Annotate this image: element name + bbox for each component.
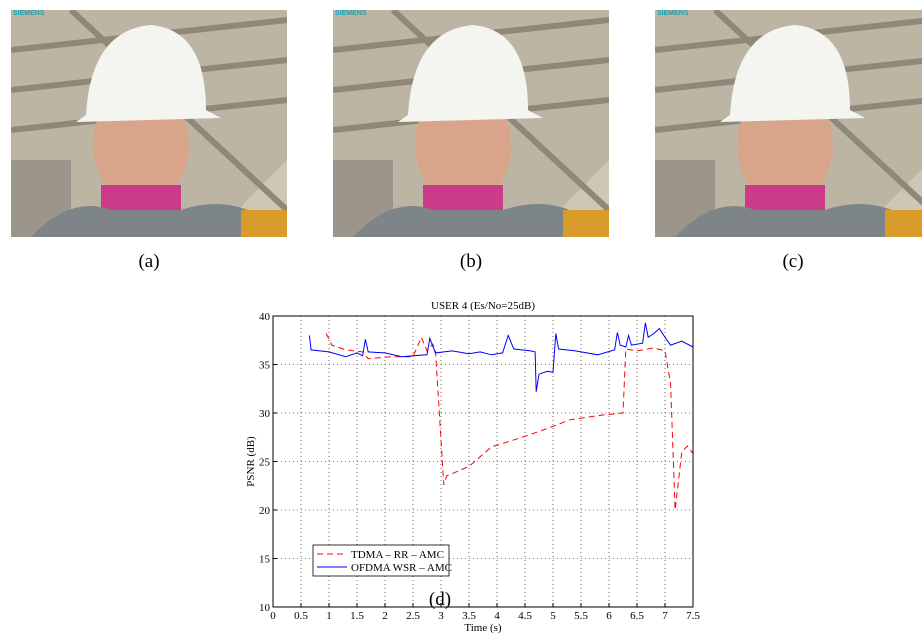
y-tick-label: 25 bbox=[259, 457, 271, 469]
y-tick-label: 20 bbox=[259, 505, 271, 517]
chart: 0 0.5 1 1.5 2 2.5 3 3.5 4 4.5 5 5.5 6 6.5 7 7.5 10 15 20 25… bbox=[245, 300, 700, 634]
x-tick-label: 3.5 bbox=[462, 610, 476, 622]
chart-caption: (d) bbox=[429, 589, 451, 610]
photo: SIEMENS bbox=[11, 10, 287, 237]
photo-image: SIEMENS bbox=[655, 10, 922, 237]
photo-caption: (a) bbox=[138, 251, 159, 272]
photo-row: SIEMENS (a) SIEMENS (b) SIEMENS (c) bbox=[11, 10, 922, 272]
photo: SIEMENS bbox=[655, 10, 922, 237]
x-tick-label: 1.5 bbox=[350, 610, 364, 622]
x-axis-label: Time (s) bbox=[464, 622, 502, 634]
photo-image: SIEMENS bbox=[11, 10, 287, 237]
photo-logo: SIEMENS bbox=[657, 10, 689, 17]
photo-caption: (c) bbox=[782, 251, 803, 272]
legend-box bbox=[312, 544, 450, 577]
photo-content bbox=[333, 10, 609, 237]
plot-frame bbox=[272, 315, 694, 608]
y-tick-label: 40 bbox=[259, 311, 271, 323]
x-tick-label: 4 bbox=[494, 610, 500, 622]
x-tick-label: 2 bbox=[382, 610, 388, 622]
photo-content bbox=[655, 10, 922, 237]
x-tick-label: 7 bbox=[662, 610, 668, 622]
x-tick-label: 7.5 bbox=[686, 610, 700, 622]
y-tick-label: 35 bbox=[259, 360, 271, 372]
x-tick-label: 6 bbox=[606, 610, 612, 622]
series-line bbox=[308, 322, 694, 392]
x-tick-label: 4.5 bbox=[518, 610, 532, 622]
x-tick-label: 0.5 bbox=[294, 610, 308, 622]
photo-logo: SIEMENS bbox=[335, 10, 367, 17]
x-tick-label: 0 bbox=[270, 610, 276, 622]
x-tick-label: 3 bbox=[438, 610, 444, 622]
x-tick-label: 5.5 bbox=[574, 610, 588, 622]
y-tick-label: 10 bbox=[259, 602, 271, 614]
y-tick-label: 15 bbox=[259, 554, 271, 566]
y-axis-label: PSNR (dB) bbox=[245, 436, 257, 487]
x-tick-label: 1 bbox=[326, 610, 332, 622]
y-tick-label: 30 bbox=[259, 408, 271, 420]
photo-image: SIEMENS bbox=[333, 10, 609, 237]
photo: SIEMENS bbox=[333, 10, 609, 237]
legend-label: TDMA – RR – AMC bbox=[351, 549, 444, 561]
x-tick-label: 6.5 bbox=[630, 610, 644, 622]
x-tick-label: 5 bbox=[550, 610, 556, 622]
legend-label: OFDMA WSR – AMC bbox=[351, 562, 452, 574]
x-tick-label: 2.5 bbox=[406, 610, 420, 622]
photo-caption: (b) bbox=[460, 251, 482, 272]
chart-title: USER 4 (Es/No=25dB) bbox=[431, 300, 535, 312]
photo-content bbox=[11, 10, 287, 237]
photo-logo: SIEMENS bbox=[13, 10, 45, 17]
